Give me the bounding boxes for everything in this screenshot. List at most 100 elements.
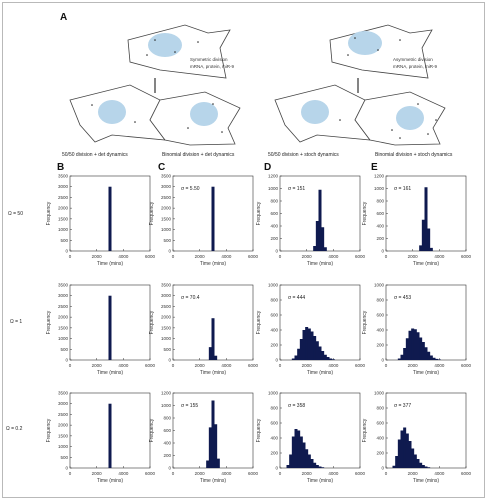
y-tick-label: 0: [275, 249, 278, 254]
y-tick-label: 1000: [374, 391, 385, 396]
histogram-bar: [321, 467, 325, 468]
sigma-label: σ = 358: [288, 403, 305, 409]
x-axis-label: Time (mins): [200, 261, 227, 267]
histogram-bar: [297, 430, 301, 468]
x-tick-label: 6000: [145, 254, 156, 259]
histogram-bar: [400, 430, 404, 468]
sigma-label: σ = 453: [394, 295, 411, 301]
x-tick-label: 6000: [248, 471, 259, 476]
panel-letter-d: D: [264, 162, 271, 173]
y-axis-label: Frequency: [362, 201, 368, 225]
x-tick-label: 6000: [145, 363, 156, 368]
nucleus-icon: [301, 100, 329, 124]
y-tick-label: 0: [168, 466, 171, 471]
histogram-bar: [310, 459, 314, 468]
x-tick-label: 4000: [434, 254, 445, 259]
histogram-bar: [108, 403, 112, 468]
y-tick-label: 200: [270, 236, 278, 241]
histogram-bar: [208, 427, 212, 468]
x-tick-label: 2000: [302, 363, 313, 368]
x-tick-label: 4000: [221, 363, 232, 368]
x-tick-label: 0: [385, 363, 388, 368]
y-tick-label: 500: [163, 238, 171, 243]
y-tick-label: 2500: [58, 195, 69, 200]
column-title-c: Binomial division + det dynamics: [162, 152, 235, 158]
histogram-bar: [305, 327, 309, 360]
sigma-label: σ = 155: [181, 403, 198, 409]
y-tick-label: 3000: [161, 184, 172, 189]
y-tick-label: 800: [270, 199, 278, 204]
histogram-bar: [437, 359, 441, 360]
histogram-bar: [313, 246, 317, 251]
y-tick-label: 3500: [58, 174, 69, 179]
histogram-bar: [294, 355, 298, 360]
x-tick-label: 0: [172, 471, 175, 476]
histogram-D3: 0 2000 4000 6000 0 200 400 600 800 1000 Time (mins…: [256, 391, 366, 485]
y-tick-label: 1200: [268, 174, 279, 179]
histogram-bar: [291, 436, 295, 468]
column-title-e: Binomial division + stoch dynamics: [375, 152, 453, 158]
x-axis-label: Time (mins): [413, 261, 440, 267]
y-tick-label: 0: [275, 358, 278, 363]
x-tick-label: 2000: [302, 254, 313, 259]
histogram-bar: [326, 357, 330, 360]
y-tick-label: 3000: [161, 293, 172, 298]
histogram-bar: [310, 331, 314, 360]
y-tick-label: 3000: [58, 401, 69, 406]
y-tick-label: 400: [163, 441, 171, 446]
histogram-bar: [214, 424, 218, 468]
x-axis-label: Time (mins): [97, 261, 124, 267]
histogram-bar: [419, 337, 423, 360]
y-tick-label: 3500: [161, 174, 172, 179]
y-tick-label: 600: [376, 211, 384, 216]
y-tick-label: 1000: [58, 336, 69, 341]
y-tick-label: 200: [376, 343, 384, 348]
y-tick-label: 3000: [58, 184, 69, 189]
y-tick-label: 200: [376, 236, 384, 241]
x-axis-label: Time (mins): [200, 370, 227, 376]
y-tick-label: 400: [270, 328, 278, 333]
x-tick-label: 6000: [355, 363, 366, 368]
y-tick-label: 1500: [161, 216, 172, 221]
y-tick-label: 600: [270, 211, 278, 216]
nucleus-icon: [190, 102, 218, 126]
x-tick-label: 2000: [302, 471, 313, 476]
y-tick-label: 2500: [161, 304, 172, 309]
y-tick-label: 1000: [58, 444, 69, 449]
histogram-bar: [419, 462, 423, 468]
y-tick-label: 0: [65, 249, 68, 254]
y-tick-label: 200: [270, 451, 278, 456]
histogram-bar: [323, 247, 327, 251]
x-axis-label: Time (mins): [200, 478, 227, 484]
x-axis-label: Time (mins): [307, 478, 334, 484]
y-axis-label: Frequency: [149, 310, 155, 334]
x-tick-label: 2000: [92, 471, 103, 476]
y-axis-label: Frequency: [46, 201, 52, 225]
histogram-E1: 0 2000 4000 6000 0 200 400 600 800 1000 1200 Time (…: [362, 174, 472, 268]
y-tick-label: 200: [376, 451, 384, 456]
x-tick-label: 6000: [355, 471, 366, 476]
x-tick-label: 4000: [328, 363, 339, 368]
y-tick-label: 500: [60, 238, 68, 243]
y-tick-label: 2500: [58, 412, 69, 417]
histogram-C1: 0 2000 4000 6000 0 500 1000 1500 2000 2500 3000 350…: [149, 174, 259, 268]
y-tick-label: 3500: [161, 283, 172, 288]
histogram-bar: [424, 187, 428, 251]
histogram-bar: [297, 348, 301, 360]
y-tick-label: 500: [60, 347, 68, 352]
y-axis-label: Frequency: [46, 418, 52, 442]
x-tick-label: 0: [279, 363, 282, 368]
x-axis-label: Time (mins): [413, 370, 440, 376]
y-tick-label: 2000: [58, 315, 69, 320]
histogram-bar: [299, 339, 303, 360]
histogram-bar: [421, 465, 425, 468]
histogram-bar: [323, 354, 327, 360]
histogram-bar: [424, 466, 428, 468]
y-tick-label: 400: [376, 436, 384, 441]
histogram-C3: 0 2000 4000 6000 0 200 400 600 800 1000 1200 Time (…: [149, 391, 259, 485]
y-tick-label: 1000: [161, 336, 172, 341]
asymmetric-text-1: Asymmetric division: [393, 57, 433, 62]
x-tick-label: 2000: [195, 254, 206, 259]
y-tick-label: 800: [163, 416, 171, 421]
y-tick-label: 600: [376, 421, 384, 426]
